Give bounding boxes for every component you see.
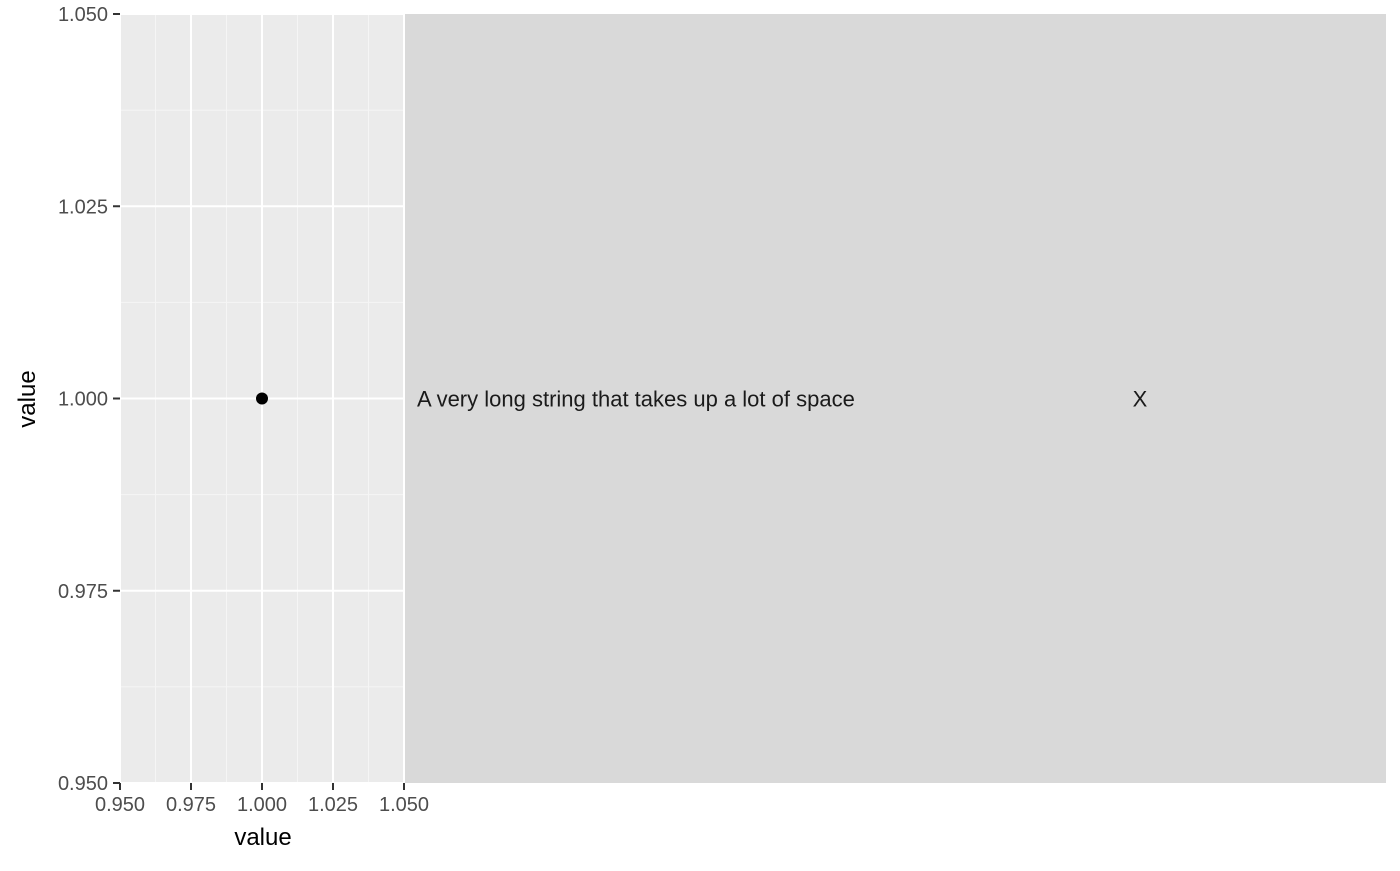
data-points — [256, 392, 268, 405]
table-panel: A very long string that takes up a lot o… — [404, 14, 1386, 783]
x-tick-label: 1.025 — [308, 794, 358, 816]
table-cell: A very long string that takes up a lot o… — [417, 387, 855, 412]
y-tick-label: 1.025 — [58, 196, 108, 218]
y-tick-label: 1.000 — [58, 389, 108, 411]
data-point — [256, 392, 268, 405]
x-axis: 0.950 0.975 1.000 1.025 1.050 — [95, 783, 429, 816]
x-tick-label: 0.975 — [166, 794, 216, 816]
y-axis: 0.950 0.975 1.000 1.025 1.050 — [58, 4, 120, 795]
y-tick-label: 0.975 — [58, 581, 108, 603]
x-tick-label: 1.000 — [237, 794, 287, 816]
y-tick-label: 1.050 — [58, 4, 108, 26]
x-axis-title: value — [234, 824, 291, 851]
table-background — [404, 14, 1386, 783]
table-cell: X — [1133, 387, 1148, 412]
x-tick-label: 0.950 — [95, 794, 145, 816]
y-tick-label: 0.950 — [58, 773, 108, 795]
y-axis-title: value — [14, 370, 41, 427]
x-tick-label: 1.050 — [379, 794, 429, 816]
